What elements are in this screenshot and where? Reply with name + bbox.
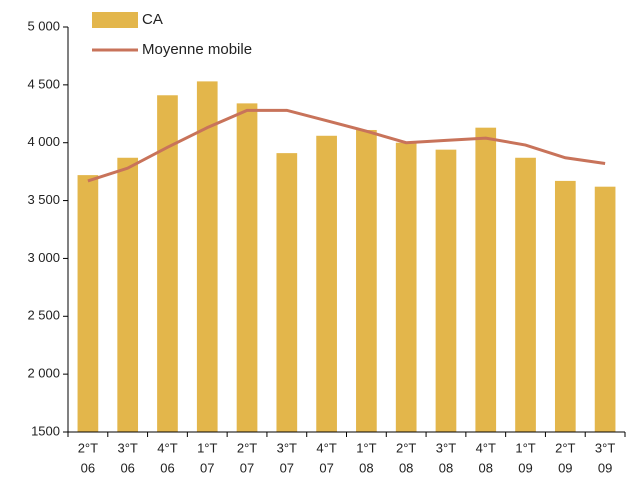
bar [196, 81, 218, 432]
x-tick-label: 08 [479, 460, 493, 475]
x-tick-label: 06 [81, 460, 95, 475]
x-tick-label: 1°T [515, 440, 535, 455]
y-tick-label: 3 000 [27, 250, 60, 265]
x-tick-label: 2°T [396, 440, 416, 455]
x-tick-label: 07 [240, 460, 254, 475]
line [87, 108, 606, 183]
x-tick-label: 3°T [117, 440, 137, 455]
x-tick-label: 1°T [356, 440, 376, 455]
x-tick-label: 08 [399, 460, 413, 475]
x-tick-label: 08 [439, 460, 453, 475]
x-tick-label: 4°T [476, 440, 496, 455]
y-tick-label: 4 500 [27, 76, 60, 91]
bar [356, 129, 377, 432]
y-tick-label: 1500 [31, 423, 60, 438]
bar [435, 149, 457, 432]
x-tick-label: 06 [120, 460, 134, 475]
bar [594, 186, 616, 432]
bar [554, 180, 576, 432]
y-tick-label: 2 500 [27, 308, 60, 323]
x-tick-label: 2°T [78, 440, 98, 455]
x-tick-label: 2°T [555, 440, 575, 455]
y-tick-label: 4 000 [27, 134, 60, 149]
x-tick-label: 07 [200, 460, 214, 475]
legend-label: Moyenne mobile [142, 41, 252, 58]
bar [157, 95, 178, 433]
bar [236, 103, 258, 432]
legend-swatch [92, 12, 138, 28]
bar [395, 142, 417, 432]
x-tick-label: 09 [518, 460, 532, 475]
x-tick-label: 07 [319, 460, 333, 475]
x-tick-label: 4°T [157, 440, 177, 455]
y-tick-label: 3 500 [27, 192, 60, 207]
x-tick-label: 3°T [277, 440, 297, 455]
bar [77, 175, 99, 432]
bar [316, 135, 337, 432]
x-tick-label: 4°T [316, 440, 336, 455]
bar [515, 157, 536, 432]
x-tick-label: 07 [280, 460, 294, 475]
x-tick-label: 09 [558, 460, 572, 475]
x-tick-label: 1°T [197, 440, 217, 455]
x-tick-label: 08 [359, 460, 373, 475]
bar [117, 157, 139, 432]
bar [276, 153, 298, 432]
bar [475, 127, 497, 433]
x-tick-label: 2°T [237, 440, 257, 455]
x-tick-label: 09 [598, 460, 612, 475]
y-tick-label: 5 000 [27, 18, 60, 33]
x-tick-label: 06 [160, 460, 174, 475]
legend-label: CA [142, 11, 163, 28]
x-tick-label: 3°T [436, 440, 456, 455]
y-tick-label: 2 000 [27, 366, 60, 381]
x-tick-label: 3°T [595, 440, 615, 455]
